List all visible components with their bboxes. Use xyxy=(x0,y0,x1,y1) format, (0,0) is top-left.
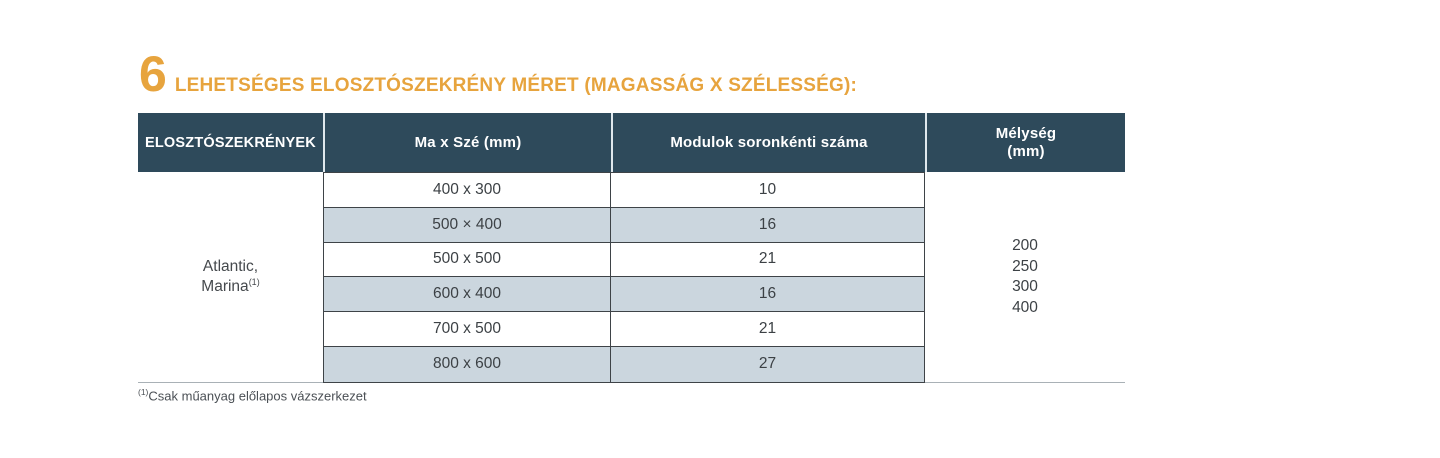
size-module-grid: 400 x 300 10 500 × 400 16 500 x 500 21 6… xyxy=(323,172,925,383)
depth-value: 300 xyxy=(1012,278,1038,295)
header-melyseg: Mélység (mm) xyxy=(925,113,1125,172)
size-cell: 600 x 400 xyxy=(324,277,611,312)
depth-values-cell: 200 250 300 400 xyxy=(925,172,1125,382)
modules-cell: 16 xyxy=(758,215,777,233)
header-melyseg-line2: (mm) xyxy=(1007,142,1045,160)
header-ma-x-sze: Ma x Szé (mm) xyxy=(323,113,611,172)
cabinet-family-line2: Marina(1) xyxy=(201,276,260,295)
section-title-text: LEHETSÉGES ELOSZTÓSZEKRÉNY MÉRET (MAGASS… xyxy=(174,75,858,96)
size-cell: 500 x 500 xyxy=(324,242,611,277)
footnote: (1)Csak műanyag előlapos vázszerkezet xyxy=(138,387,367,403)
footnote-marker: (1) xyxy=(138,387,149,397)
table-row: 500 x 500 21 xyxy=(324,242,924,278)
depth-value: 250 xyxy=(1012,257,1038,275)
size-cell: 700 x 500 xyxy=(324,312,611,346)
table-row: 400 x 300 10 xyxy=(324,173,924,208)
table-row: 700 x 500 21 xyxy=(324,312,924,347)
table-row: 500 × 400 16 xyxy=(324,207,924,243)
cabinet-family-cell: Atlantic, Marina(1) xyxy=(138,172,323,382)
section-number: 6 xyxy=(139,46,167,102)
footnote-marker: (1) xyxy=(248,276,260,287)
modules-cell: 21 xyxy=(758,250,777,268)
table-row: 600 x 400 16 xyxy=(324,277,924,313)
header-melyseg-line1: Mélység xyxy=(995,124,1057,142)
depth-value: 400 xyxy=(1012,298,1038,316)
modules-cell: 21 xyxy=(758,320,777,338)
size-cell: 800 x 600 xyxy=(324,346,611,382)
cabinet-size-table: ELOSZTÓSZEKRÉNYEK Ma x Szé (mm) Modulok … xyxy=(138,113,1125,383)
header-modulok: Modulok soronkénti száma xyxy=(611,113,925,172)
size-cell: 500 × 400 xyxy=(324,207,611,242)
table-row: 800 x 600 27 xyxy=(324,346,924,382)
table-body: Atlantic, Marina(1) 400 x 300 10 500 × 4… xyxy=(138,172,1125,383)
modules-cell: 10 xyxy=(758,180,777,198)
modules-cell: 27 xyxy=(758,355,777,373)
footnote-text: Csak műanyag előlapos vázszerkezet xyxy=(148,388,367,404)
section-title: 6 LEHETSÉGES ELOSZTÓSZEKRÉNY MÉRET (MAGA… xyxy=(139,46,858,102)
table-header-row: ELOSZTÓSZEKRÉNYEK Ma x Szé (mm) Modulok … xyxy=(138,113,1125,172)
size-cell: 400 x 300 xyxy=(324,173,611,207)
header-elosztoszekrenyek: ELOSZTÓSZEKRÉNYEK xyxy=(138,113,323,172)
modules-cell: 16 xyxy=(758,285,777,303)
depth-value: 200 xyxy=(1012,237,1038,254)
cabinet-family-line1: Atlantic, xyxy=(202,258,259,275)
